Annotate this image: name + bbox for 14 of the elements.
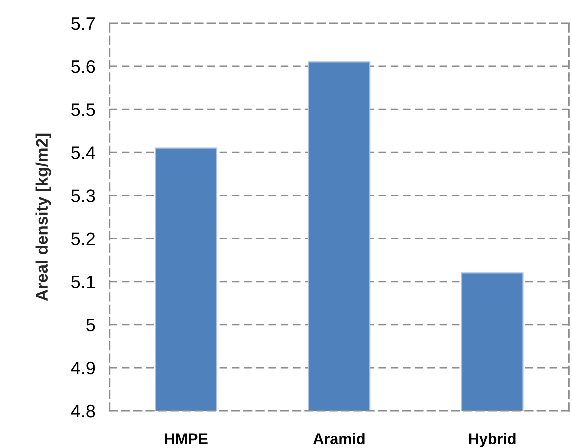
- y-tick-label: 5.1: [72, 276, 96, 289]
- y-tick-label: 5.2: [72, 232, 96, 246]
- x-tick-label: Aramid: [314, 433, 365, 444]
- y-tick-label: 4.8: [71, 404, 96, 418]
- y-tick-label: 5.4: [72, 146, 96, 160]
- y-axis-title: Areal density [kg/m2]: [36, 134, 52, 302]
- y-tick-label: 5.6: [72, 60, 96, 74]
- x-tick-label: HMPE: [165, 434, 208, 444]
- y-tick-label: 5: [86, 319, 96, 332]
- y-tick-label: 5.5: [72, 104, 96, 116]
- y-tick-label: 5.7: [72, 18, 96, 30]
- x-tick-label: Hybrid: [469, 433, 516, 448]
- y-tick-label: 5.3: [72, 190, 96, 202]
- y-tick-label: 4.9: [71, 362, 96, 375]
